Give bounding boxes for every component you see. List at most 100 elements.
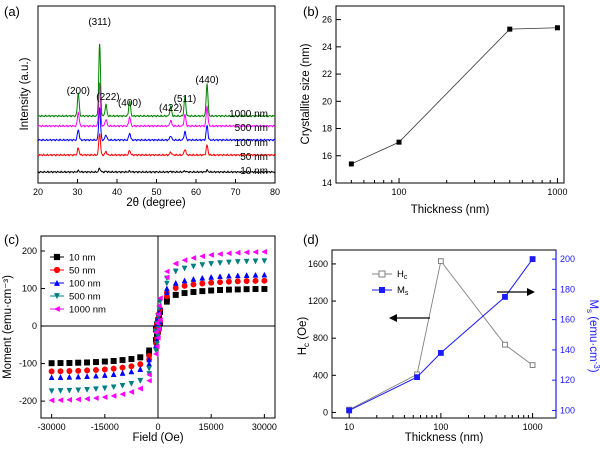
panel-b: (b) 100 1000 14 16 18 20 22 24 26 Thickness (nm)… xyxy=(300,4,567,216)
c-point-100nm xyxy=(252,272,259,278)
c-point-10nm xyxy=(57,360,64,366)
a-curve-100nm xyxy=(37,107,276,142)
c-point-1000nm xyxy=(146,371,152,378)
panel-a-xticks: 20 30 40 50 60 70 80 xyxy=(33,179,280,197)
panel-c-xlabel: Field (Oe) xyxy=(132,432,183,444)
b-xtick-label: 1000 xyxy=(547,187,567,197)
b-xtick-label: 100 xyxy=(392,187,407,197)
c-point-100nm xyxy=(243,272,250,278)
c-point-1000nm xyxy=(208,252,214,258)
c-legend-label: 10 nm xyxy=(69,253,95,264)
b-ytick-label: 26 xyxy=(322,15,332,25)
a-series-label: 100 nm xyxy=(235,138,268,149)
c-legend-label: 500 nm xyxy=(69,292,101,303)
c-point-1000nm xyxy=(66,397,73,403)
c-point-1000nm xyxy=(101,394,108,400)
a-peak-label: (422) xyxy=(159,103,182,114)
panel-a-peak-labels: (200) (311) (222)(400) (422)(511) (440) xyxy=(67,17,219,114)
c-point-50nm xyxy=(128,363,135,370)
c-point-500nm xyxy=(153,347,159,354)
c-point-100nm xyxy=(181,277,188,284)
c-point-50nm xyxy=(48,368,55,375)
b-ytick-label: 22 xyxy=(322,69,332,79)
c-point-1000nm xyxy=(172,261,179,267)
c-point-100nm xyxy=(57,374,64,380)
panel-c-data xyxy=(48,248,268,404)
a-peak-label: (200) xyxy=(67,86,90,97)
c-point-100nm xyxy=(119,370,126,376)
c-point-50nm xyxy=(119,364,126,371)
c-point-1000nm xyxy=(190,255,197,261)
panel-b-frame xyxy=(335,5,565,184)
c-point-10nm xyxy=(119,357,126,364)
c-point-50nm xyxy=(66,368,73,374)
panel-a-label: (a) xyxy=(4,4,20,19)
b-point xyxy=(396,139,402,145)
c-point-100nm xyxy=(75,373,82,380)
d-xtick-label: 1000 xyxy=(523,422,543,432)
b-ytick-label: 24 xyxy=(322,42,332,52)
c-point-100nm xyxy=(261,271,268,278)
c-point-1000nm xyxy=(92,395,99,401)
c-point-10nm xyxy=(75,359,82,366)
c-point-10nm xyxy=(261,286,268,292)
c-point-1000nm xyxy=(146,377,152,384)
c-point-1000nm xyxy=(152,329,159,335)
c-point-50nm xyxy=(110,365,117,372)
panel-d-arrows xyxy=(389,288,535,322)
c-point-10nm xyxy=(66,360,73,366)
panel-d-left-ylabel: Hc (Oe) xyxy=(297,317,311,356)
c-point-1000nm xyxy=(75,396,81,403)
panel-c-ticks: -30000 -15000 0 15000 30000 -200 -100 0 100 200 xyxy=(19,236,277,432)
a-series-label: 500 nm xyxy=(235,123,268,134)
c-point-10nm xyxy=(252,286,259,292)
c-point-100nm xyxy=(93,372,99,379)
panel-b-ylabel: Crystallite size (nm) xyxy=(300,43,312,144)
c-point-500nm xyxy=(208,261,214,267)
c-point-50nm xyxy=(208,279,215,286)
panel-a-series-labels: 10 nm 50 nm 100 nm 500 nm 1000 nm xyxy=(229,109,268,177)
a-series-label: 50 nm xyxy=(240,152,268,163)
c-point-100nm xyxy=(164,289,170,296)
c-ytick-label: 0 xyxy=(32,321,37,331)
panel-d-ticks: 10 100 1000 0 400 800 1200 1600 100 120 140 160 180 2… xyxy=(308,254,575,432)
d-left-ytick-label: 400 xyxy=(313,370,328,380)
c-point-1000nm xyxy=(199,253,205,260)
c-point-500nm xyxy=(110,384,117,391)
a-xtick-label: 40 xyxy=(112,187,122,197)
panel-c-legend: 10 nm 50 nm 100 nm 500 nm 1000 nm xyxy=(50,253,106,316)
c-point-10nm xyxy=(217,287,223,293)
c-point-50nm xyxy=(252,277,259,284)
c-point-1000nm xyxy=(155,311,161,318)
panel-a: (a) 20 30 40 50 60 70 80 (200)(311)(222)(400)(… xyxy=(4,4,280,209)
arrow-left-head xyxy=(389,314,397,322)
c-point-100nm xyxy=(110,371,117,377)
panel-d-legend: Hc Ms xyxy=(372,269,409,297)
legend-label-ms: Ms xyxy=(397,285,409,297)
b-point xyxy=(554,25,560,31)
c-legend-marker xyxy=(53,279,61,286)
panel-a-ylabel: Intensity (a.u.) xyxy=(19,57,31,130)
c-point-1000nm xyxy=(163,274,170,281)
d-hc-line xyxy=(348,260,533,411)
c-point-500nm xyxy=(119,383,126,389)
c-point-1000nm xyxy=(157,317,163,323)
c-point-10nm xyxy=(137,354,144,361)
legend-label-hc: Hc xyxy=(397,269,408,281)
c-point-50nm xyxy=(75,367,82,374)
c-point-500nm xyxy=(93,386,99,393)
b-ytick-label: 16 xyxy=(322,151,332,161)
c-point-10nm xyxy=(48,360,55,367)
arrow-right-head xyxy=(527,288,535,296)
c-point-1000nm xyxy=(156,302,162,309)
c-point-500nm xyxy=(102,385,108,392)
c-point-10nm xyxy=(190,289,197,295)
d-left-ytick-label: 800 xyxy=(313,333,328,343)
d-hc-point xyxy=(437,258,444,265)
c-point-50nm xyxy=(217,279,223,286)
c-legend-label: 100 nm xyxy=(69,279,101,290)
c-point-100nm xyxy=(199,274,206,281)
c-point-1000nm xyxy=(155,335,161,341)
a-xtick-label: 20 xyxy=(33,187,43,197)
c-point-50nm xyxy=(181,282,188,289)
